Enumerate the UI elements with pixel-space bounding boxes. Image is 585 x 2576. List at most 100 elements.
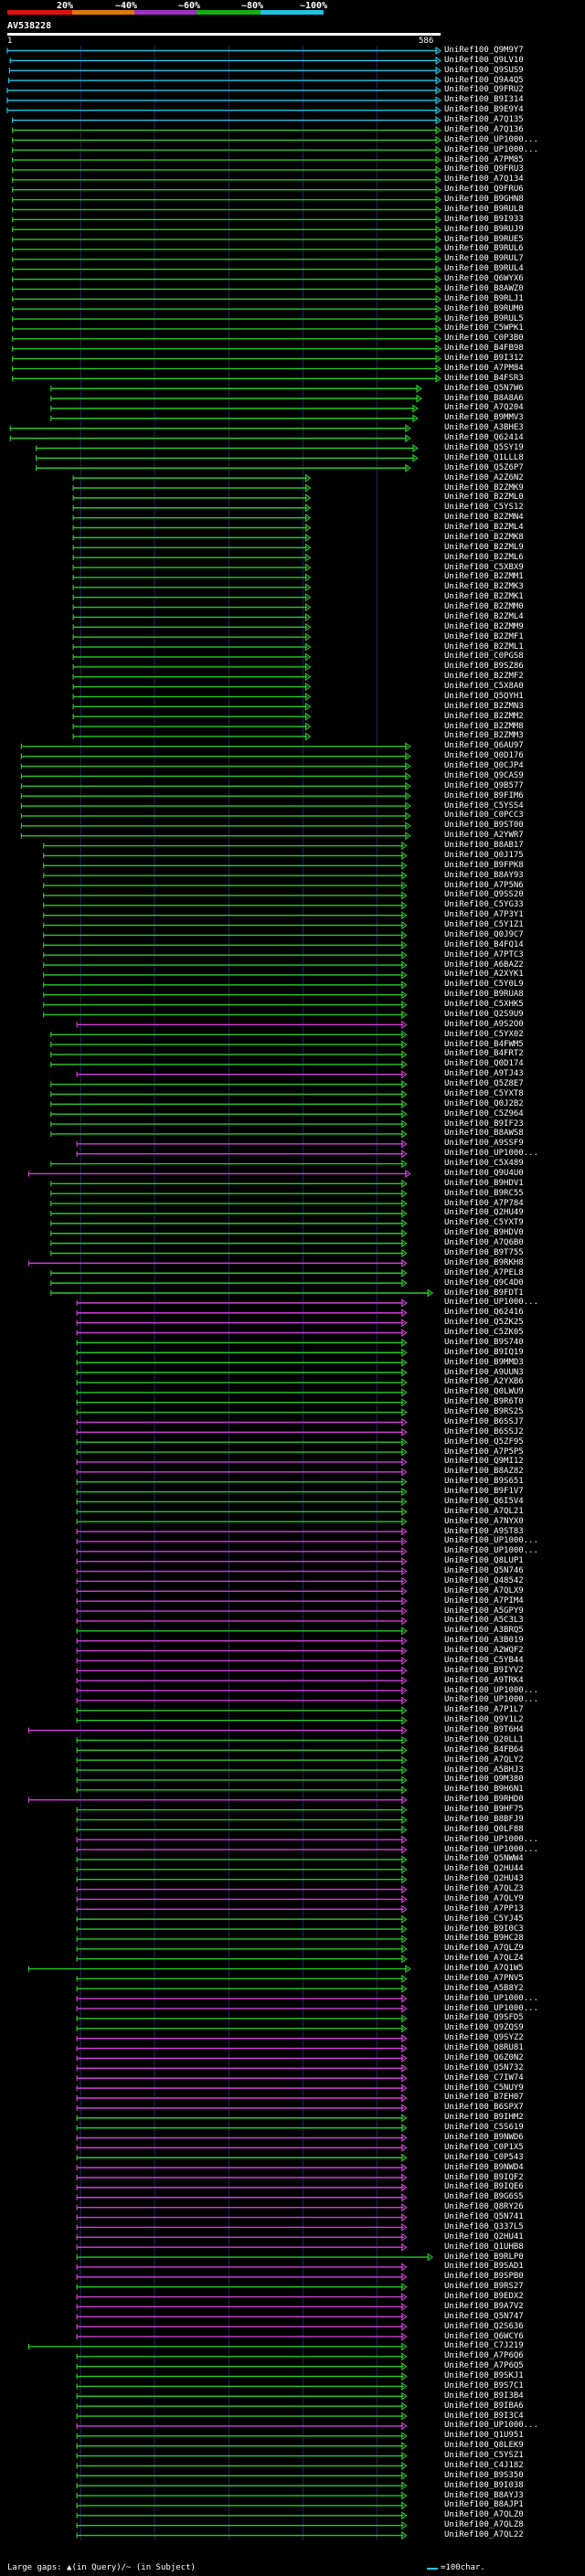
- hit-label[interactable]: UniRef100_Q6WCY6: [444, 2331, 524, 2341]
- hit-bar[interactable]: [50, 1288, 434, 1298]
- hit-bar[interactable]: [43, 930, 408, 940]
- hit-bar[interactable]: [76, 1755, 408, 1765]
- hit-label[interactable]: UniRef100_C5YJ45: [444, 1913, 524, 1924]
- hit-label[interactable]: UniRef100_B9I3C4: [444, 2411, 524, 2421]
- hit-bar[interactable]: [76, 1745, 408, 1754]
- hit-bar[interactable]: [50, 414, 419, 423]
- hit-bar[interactable]: [72, 682, 312, 692]
- hit-label[interactable]: UniRef100_C0P543: [444, 2152, 524, 2162]
- hit-bar[interactable]: [50, 1209, 408, 1218]
- hit-bar[interactable]: [12, 225, 441, 234]
- hit-label[interactable]: UniRef100_Q6WYX6: [444, 274, 524, 284]
- hit-bar[interactable]: [20, 832, 411, 841]
- hit-label[interactable]: UniRef100_Q9M9Y7: [444, 45, 524, 55]
- hit-label[interactable]: UniRef100_A9UUN3: [444, 1367, 524, 1377]
- hit-label[interactable]: UniRef100_A7Q6B0: [444, 1238, 524, 1248]
- hit-bar[interactable]: [76, 1566, 408, 1576]
- hit-bar[interactable]: [12, 304, 441, 313]
- hit-label[interactable]: UniRef100_B9RLP0: [444, 2252, 524, 2262]
- hit-bar[interactable]: [12, 175, 441, 185]
- hit-label[interactable]: UniRef100_A2WQF2: [444, 1646, 524, 1656]
- hit-label[interactable]: UniRef100_Q5Z8E7: [444, 1079, 524, 1089]
- hit-bar[interactable]: [12, 355, 441, 364]
- hit-bar[interactable]: [76, 1398, 408, 1407]
- hit-label[interactable]: UniRef100_A7P5N6: [444, 880, 524, 890]
- hit-label[interactable]: UniRef100_C5YS12: [444, 503, 524, 513]
- hit-label[interactable]: UniRef100_B9I038: [444, 2480, 524, 2490]
- hit-bar[interactable]: [27, 1796, 408, 1805]
- hit-label[interactable]: UniRef100_C5YB44: [444, 1655, 524, 1665]
- hit-bar[interactable]: [43, 981, 408, 990]
- hit-bar[interactable]: [72, 573, 312, 582]
- hit-bar[interactable]: [43, 970, 408, 980]
- hit-bar[interactable]: [76, 1865, 408, 1874]
- hit-label[interactable]: UniRef100_C0P1X5: [444, 2142, 524, 2152]
- hit-bar[interactable]: [50, 1199, 408, 1208]
- hit-label[interactable]: UniRef100_A7Q134: [444, 175, 524, 185]
- hit-bar[interactable]: [76, 2273, 408, 2282]
- hit-label[interactable]: UniRef100_B9RUL8: [444, 204, 524, 214]
- hit-bar[interactable]: [50, 1268, 408, 1277]
- hit-label[interactable]: UniRef100_UP1000...: [444, 1298, 538, 1308]
- hit-bar[interactable]: [50, 384, 422, 393]
- hit-label[interactable]: UniRef100_C7J219: [444, 2341, 524, 2351]
- hit-label[interactable]: UniRef100_C5YSS4: [444, 800, 524, 811]
- hit-label[interactable]: UniRef100_B9RC55: [444, 1188, 524, 1198]
- hit-bar[interactable]: [12, 186, 441, 195]
- hit-bar[interactable]: [72, 523, 312, 533]
- hit-bar[interactable]: [50, 1119, 408, 1129]
- hit-bar[interactable]: [72, 563, 312, 572]
- hit-label[interactable]: UniRef100_B9IBA6: [444, 2401, 524, 2411]
- hit-label[interactable]: UniRef100_A7PP13: [444, 1903, 524, 1913]
- hit-label[interactable]: UniRef100_C5Y0L9: [444, 980, 524, 990]
- hit-label[interactable]: UniRef100_C5YX02: [444, 1029, 524, 1039]
- hit-label[interactable]: UniRef100_Q48542: [444, 1575, 524, 1585]
- hit-label[interactable]: UniRef100_Q5Z6P7: [444, 462, 524, 472]
- hit-bar[interactable]: [27, 1726, 408, 1735]
- hit-bar[interactable]: [76, 2263, 408, 2272]
- hit-bar[interactable]: [72, 652, 312, 662]
- hit-label[interactable]: UniRef100_UP1000...: [444, 1695, 538, 1705]
- hit-bar[interactable]: [50, 1239, 408, 1248]
- hit-label[interactable]: UniRef100_A9TRK4: [444, 1675, 524, 1685]
- hit-label[interactable]: UniRef100_B9RUL4: [444, 264, 524, 274]
- hit-bar[interactable]: [76, 1706, 408, 1715]
- hit-bar[interactable]: [76, 1527, 408, 1536]
- hit-label[interactable]: UniRef100_Q9U4U0: [444, 1168, 524, 1178]
- hit-bar[interactable]: [72, 602, 312, 612]
- hit-bar[interactable]: [76, 2203, 408, 2212]
- hit-label[interactable]: UniRef100_B2ZML9: [444, 542, 524, 552]
- hit-label[interactable]: UniRef100_B9RUM0: [444, 303, 524, 313]
- hit-label[interactable]: UniRef100_A7P6Q5: [444, 2361, 524, 2371]
- hit-label[interactable]: UniRef100_Q9M380: [444, 1775, 524, 1785]
- hit-bar[interactable]: [76, 1338, 408, 1347]
- hit-bar[interactable]: [76, 1407, 408, 1417]
- hit-bar[interactable]: [27, 1965, 411, 1974]
- hit-label[interactable]: UniRef100_B4FRT2: [444, 1049, 524, 1059]
- hit-label[interactable]: UniRef100_B9HF75: [444, 1805, 524, 1815]
- hit-label[interactable]: UniRef100_Q62416: [444, 1308, 524, 1318]
- hit-label[interactable]: UniRef100_Q5N746: [444, 1566, 524, 1576]
- hit-label[interactable]: UniRef100_Q5NWW4: [444, 1854, 524, 1864]
- hit-bar[interactable]: [8, 76, 441, 85]
- hit-label[interactable]: UniRef100_Q2S636: [444, 2321, 524, 2331]
- hit-bar[interactable]: [76, 1666, 408, 1675]
- hit-bar[interactable]: [12, 334, 441, 344]
- hit-bar[interactable]: [12, 374, 441, 383]
- hit-bar[interactable]: [76, 2531, 408, 2540]
- hit-bar[interactable]: [76, 2024, 408, 2033]
- hit-bar[interactable]: [72, 514, 312, 523]
- hit-bar[interactable]: [76, 1676, 408, 1685]
- hit-bar[interactable]: [76, 2511, 408, 2520]
- hit-label[interactable]: UniRef100_Q8RU81: [444, 2043, 524, 2053]
- hit-label[interactable]: UniRef100_B9S651: [444, 1477, 524, 1487]
- hit-bar[interactable]: [72, 612, 312, 621]
- hit-bar[interactable]: [76, 1786, 408, 1795]
- hit-bar[interactable]: [76, 2063, 408, 2072]
- hit-label[interactable]: UniRef100_A2YWR7: [444, 831, 524, 841]
- hit-bar[interactable]: [50, 1160, 408, 1169]
- hit-bar[interactable]: [76, 1378, 408, 1387]
- hit-bar[interactable]: [76, 1427, 408, 1436]
- hit-bar[interactable]: [12, 165, 441, 175]
- hit-label[interactable]: UniRef100_A7P784: [444, 1198, 524, 1208]
